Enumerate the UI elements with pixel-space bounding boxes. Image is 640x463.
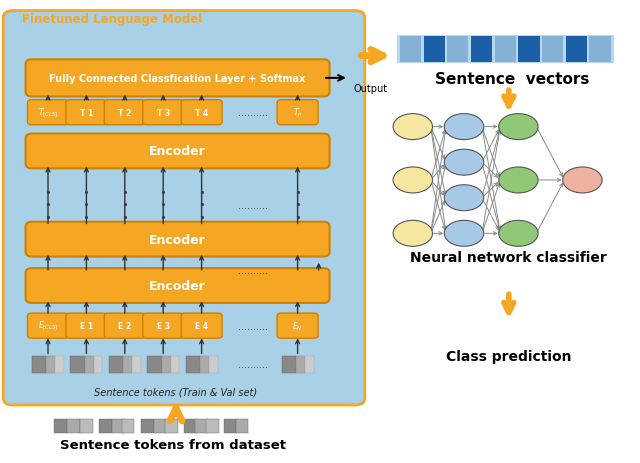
Text: Encoder: Encoder xyxy=(149,233,206,246)
Text: E 1: E 1 xyxy=(80,321,93,331)
Bar xyxy=(282,357,296,373)
Bar xyxy=(542,37,563,63)
FancyBboxPatch shape xyxy=(26,269,330,303)
Bar xyxy=(200,357,209,373)
Text: T 2: T 2 xyxy=(118,108,131,118)
FancyBboxPatch shape xyxy=(28,100,68,125)
Text: Output: Output xyxy=(353,84,387,94)
Bar xyxy=(400,37,421,63)
Text: ..........: .......... xyxy=(238,360,268,369)
Text: T 3: T 3 xyxy=(157,108,170,118)
Bar xyxy=(67,419,80,433)
Text: T 4: T 4 xyxy=(195,108,208,118)
Bar xyxy=(589,37,611,63)
Bar xyxy=(566,37,587,63)
Bar xyxy=(471,37,492,63)
Bar xyxy=(99,419,112,433)
Text: $E_N$: $E_N$ xyxy=(292,320,303,332)
Text: E 2: E 2 xyxy=(118,321,131,331)
Bar xyxy=(141,419,154,433)
Bar xyxy=(147,357,162,373)
Text: E 4: E 4 xyxy=(195,321,208,331)
Bar xyxy=(447,37,468,63)
Bar xyxy=(46,357,56,373)
Bar xyxy=(80,419,93,433)
Text: $T_{[CLS]}$: $T_{[CLS]}$ xyxy=(38,106,58,119)
Bar xyxy=(397,36,614,64)
FancyBboxPatch shape xyxy=(181,313,222,338)
Ellipse shape xyxy=(444,114,484,140)
FancyBboxPatch shape xyxy=(26,60,330,97)
Text: Finetuned Language Model: Finetuned Language Model xyxy=(22,13,203,25)
Bar xyxy=(154,419,166,433)
Text: E 3: E 3 xyxy=(157,321,170,331)
Bar xyxy=(224,419,237,433)
Text: Encoder: Encoder xyxy=(149,145,206,158)
Bar xyxy=(109,357,123,373)
FancyBboxPatch shape xyxy=(3,12,365,405)
FancyBboxPatch shape xyxy=(143,100,184,125)
Bar xyxy=(132,357,141,373)
Text: $T_n$: $T_n$ xyxy=(292,107,303,119)
FancyBboxPatch shape xyxy=(277,313,318,338)
Bar xyxy=(94,357,102,373)
Bar xyxy=(184,419,197,433)
Bar xyxy=(186,357,200,373)
FancyBboxPatch shape xyxy=(66,313,107,338)
Ellipse shape xyxy=(393,168,433,194)
Text: Fully Connected Classfication Layer + Softmax: Fully Connected Classfication Layer + So… xyxy=(49,74,306,84)
Ellipse shape xyxy=(499,168,538,194)
Ellipse shape xyxy=(444,150,484,176)
Bar xyxy=(305,357,314,373)
Text: Sentence tokens (Train & Val set): Sentence tokens (Train & Val set) xyxy=(95,386,257,396)
FancyBboxPatch shape xyxy=(26,134,330,169)
Ellipse shape xyxy=(499,114,538,140)
FancyBboxPatch shape xyxy=(181,100,222,125)
FancyBboxPatch shape xyxy=(277,100,318,125)
FancyBboxPatch shape xyxy=(66,100,107,125)
FancyBboxPatch shape xyxy=(143,313,184,338)
Bar xyxy=(85,357,94,373)
Text: $E_{[CLS]}$: $E_{[CLS]}$ xyxy=(38,319,58,332)
Bar xyxy=(209,357,218,373)
FancyBboxPatch shape xyxy=(28,313,68,338)
Text: Class prediction: Class prediction xyxy=(446,350,572,363)
Ellipse shape xyxy=(444,221,484,247)
Bar xyxy=(122,419,134,433)
Ellipse shape xyxy=(499,221,538,247)
Bar xyxy=(165,419,178,433)
Bar xyxy=(56,357,64,373)
Text: T 1: T 1 xyxy=(80,108,93,118)
Bar xyxy=(195,419,208,433)
Bar xyxy=(54,419,67,433)
Bar xyxy=(206,419,219,433)
Text: ..........: .......... xyxy=(238,321,268,331)
Ellipse shape xyxy=(444,185,484,211)
FancyBboxPatch shape xyxy=(26,222,330,257)
Bar xyxy=(32,357,46,373)
Text: Sentence tokens from dataset: Sentence tokens from dataset xyxy=(60,438,286,451)
Bar xyxy=(112,419,125,433)
Bar xyxy=(123,357,132,373)
Bar xyxy=(170,357,179,373)
FancyBboxPatch shape xyxy=(104,100,145,125)
Bar xyxy=(518,37,540,63)
FancyBboxPatch shape xyxy=(104,313,145,338)
Bar xyxy=(296,357,305,373)
Bar xyxy=(236,419,248,433)
Bar xyxy=(495,37,516,63)
Bar xyxy=(424,37,445,63)
Ellipse shape xyxy=(393,114,433,140)
Text: ..........: .......... xyxy=(238,266,268,276)
Bar xyxy=(161,357,170,373)
Ellipse shape xyxy=(393,221,433,247)
Text: Neural network classifier: Neural network classifier xyxy=(410,250,607,264)
Text: Sentence  vectors: Sentence vectors xyxy=(435,72,589,87)
Ellipse shape xyxy=(563,168,602,194)
Text: ..........: .......... xyxy=(238,200,268,210)
Text: Encoder: Encoder xyxy=(149,279,206,293)
Bar xyxy=(70,357,84,373)
Text: ..........: .......... xyxy=(238,108,268,118)
